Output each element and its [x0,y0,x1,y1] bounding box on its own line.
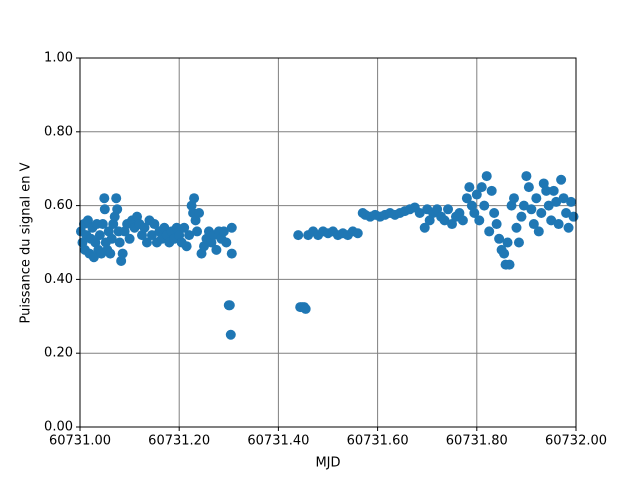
point [546,215,557,226]
point [516,211,527,222]
point [531,193,542,204]
point [558,193,569,204]
point [181,241,192,252]
point [566,196,577,207]
point [141,237,152,248]
point [300,303,311,314]
y-tick-label: 0.60 [44,198,73,213]
point [447,219,457,230]
point [99,193,110,204]
point [561,207,572,218]
y-tick-label: 1.00 [44,51,73,66]
point [481,171,492,182]
point [99,204,110,215]
x-axis-label: MJD [315,456,340,471]
point [189,193,200,204]
point [106,233,117,244]
point [226,248,237,259]
x-tick-label: 60731.60 [347,434,409,449]
point [511,222,522,233]
point [293,230,304,241]
point [509,193,519,204]
point [563,222,574,233]
point [184,230,195,241]
point [194,207,205,218]
point [469,207,480,218]
point [218,226,229,237]
point [536,207,547,218]
point [192,226,203,237]
point [556,174,567,185]
y-tick-label: 0.00 [44,420,73,435]
x-tick-label: 60731.80 [446,434,508,449]
point [88,252,99,263]
point [352,228,363,239]
point [494,233,505,244]
point [226,222,237,233]
point [149,219,160,230]
point [111,193,122,204]
point [502,237,513,248]
point [211,244,222,255]
point [476,182,487,193]
point [513,237,524,248]
point [97,219,108,230]
point [117,248,128,259]
point [474,215,485,226]
point [499,248,510,259]
point [139,222,150,233]
point [568,211,579,222]
point [528,219,539,230]
point [457,215,468,226]
point [504,259,515,270]
point [548,185,559,196]
point [553,219,564,230]
point [82,215,93,226]
point [414,207,425,218]
point [225,329,236,340]
point [439,215,450,226]
point [114,237,125,248]
point [518,200,529,211]
point [523,182,534,193]
y-tick-label: 0.80 [44,124,73,139]
x-tick-label: 60731.00 [49,434,111,449]
point [464,182,475,193]
point [105,248,116,259]
point [112,204,123,215]
point [419,222,430,233]
point [543,200,554,211]
x-tick-label: 60732.00 [545,434,607,449]
point [461,193,472,204]
x-tick-label: 60731.20 [148,434,210,449]
point [471,189,482,200]
plot-frame [79,57,577,428]
point [486,185,497,196]
point [479,200,490,211]
point [533,226,544,237]
point [224,300,235,311]
point [491,219,502,230]
point [541,185,552,196]
y-tick-label: 0.40 [44,272,73,287]
y-axis-label: Puissance du signal en V [19,162,34,323]
point [526,204,537,215]
point [484,226,495,237]
point [551,196,562,207]
point [489,207,500,218]
point [521,171,532,182]
point [146,230,157,241]
point [124,233,135,244]
point [432,204,443,215]
point [221,237,232,248]
y-tick-label: 0.20 [44,346,73,361]
point [443,204,454,215]
point [179,222,190,233]
x-tick-label: 60731.40 [247,434,309,449]
point [94,230,105,241]
